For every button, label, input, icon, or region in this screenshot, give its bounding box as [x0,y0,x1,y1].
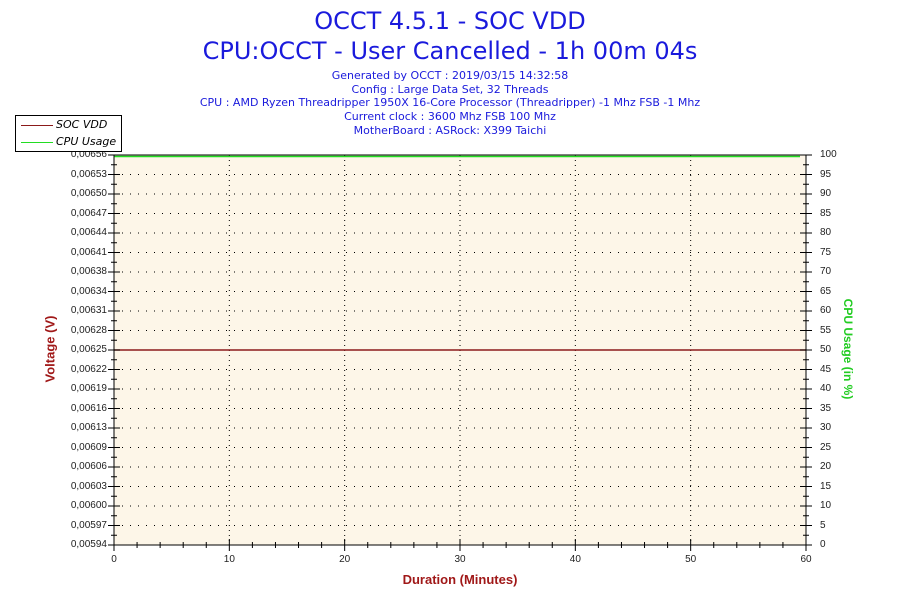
y-axis-right-label: CPU Usage (in %) [841,298,855,400]
info-motherboard: MotherBoard : ASRock: X399 Taichi [353,123,547,137]
y-right-tick-label: 15 [820,480,832,492]
legend-label-soc-vdd: SOC VDD [56,118,108,131]
y-right-tick-label: 5 [820,519,826,531]
y-right-tick-label: 50 [820,344,832,355]
info-config: Config : Large Data Set, 32 Threads [351,82,549,96]
legend-item-cpu-usage: CPU Usage [16,134,121,150]
legend-item-soc-vdd: SOC VDD [16,117,121,133]
y-axis-left-label: Voltage (V) [42,315,58,383]
y-right-tick-label: 80 [820,227,832,238]
y-right-tick-label: 45 [820,363,832,375]
legend-swatch-cpu-usage [21,142,53,143]
y-right-tick-label: 20 [820,461,832,472]
y-left-tick-label: 0,00603 [70,480,107,492]
y-right-tick-label: 55 [820,324,832,336]
x-tick-label: 60 [800,554,812,565]
y-left-tick-label: 0,00616 [70,402,107,414]
y-right-tick-label: 35 [820,402,832,414]
x-tick-label: 30 [454,554,466,565]
y-right-tick-label: 25 [820,441,832,453]
y-left-tick-label: 0,00625 [70,344,107,355]
y-left-tick-label: 0,00656 [70,149,107,160]
y-right-tick-label: 85 [820,207,832,219]
info-cpu: CPU : AMD Ryzen Threadripper 1950X 16-Co… [199,96,701,110]
y-right-tick-label: 0 [820,539,826,550]
legend: SOC VDD CPU Usage [15,115,122,152]
y-right-tick-label: 60 [820,305,832,316]
x-tick-label: 20 [339,554,351,565]
y-left-tick-label: 0,00594 [70,539,107,550]
legend-label-cpu-usage: CPU Usage [56,135,117,148]
x-tick-label: 10 [223,554,235,565]
y-left-tick-label: 0,00609 [70,441,107,453]
y-left-tick-label: 0,00647 [70,207,107,219]
y-left-tick-label: 0,00653 [70,168,107,180]
y-left-tick-label: 0,00641 [70,246,107,258]
y-right-tick-label: 70 [820,266,832,277]
x-tick-label: 0 [111,554,117,565]
y-right-tick-label: 95 [820,168,832,180]
y-right-tick-label: 100 [820,149,837,160]
y-left-tick-label: 0,00600 [70,500,107,511]
y-right-tick-label: 30 [820,422,832,433]
y-left-tick-label: 0,00619 [70,383,107,394]
y-right-tick-label: 75 [820,246,832,258]
y-right-tick-label: 10 [820,500,832,511]
info-block: Generated by OCCT : 2019/03/15 14:32:58 … [0,69,900,138]
y-left-tick-label: 0,00644 [70,227,107,238]
y-right-tick-label: 90 [820,188,832,199]
chart-title: OCCT 4.5.1 - SOC VDD [314,7,586,35]
info-generated: Generated by OCCT : 2019/03/15 14:32:58 [331,69,569,82]
y-left-tick-label: 0,00650 [70,188,107,199]
y-left-tick-label: 0,00622 [70,363,107,375]
y-left-tick-label: 0,00597 [70,519,107,531]
info-clock: Current clock : 3600 Mhz FSB 100 Mhz [344,110,556,124]
chart-subtitle: CPU:OCCT - User Cancelled - 1h 00m 04s [202,37,698,65]
x-axis-label: Duration (Minutes) [402,572,518,587]
y-left-tick-label: 0,00606 [70,461,107,472]
y-right-tick-label: 40 [820,383,832,394]
y-left-tick-label: 0,00638 [70,266,107,277]
y-left-tick-label: 0,00634 [70,285,107,297]
y-left-tick-label: 0,00631 [70,305,107,316]
y-left-tick-label: 0,00628 [70,324,107,336]
legend-swatch-soc-vdd [21,125,53,126]
y-left-tick-label: 0,00613 [70,422,107,433]
x-tick-label: 40 [569,554,581,565]
y-right-tick-label: 65 [820,285,832,297]
x-tick-label: 50 [685,554,697,565]
